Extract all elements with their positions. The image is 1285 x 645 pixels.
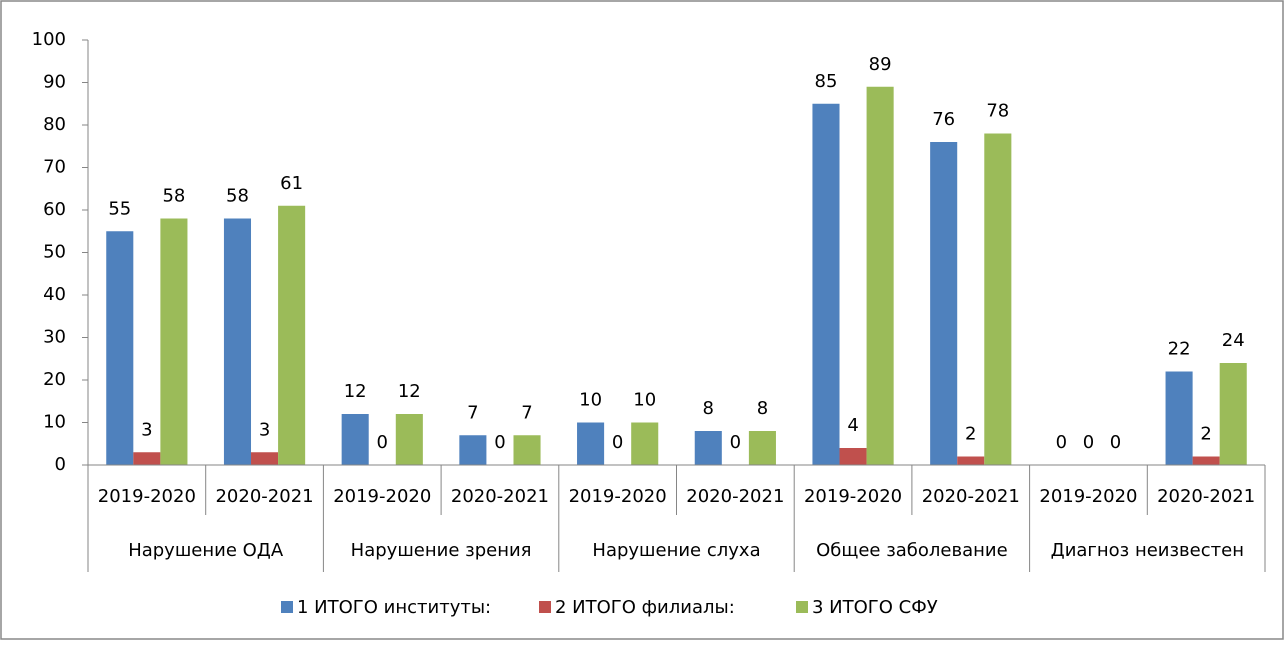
bar (251, 452, 279, 465)
legend-swatch (281, 601, 293, 613)
bar (133, 452, 161, 465)
bar (459, 435, 487, 465)
x-tick-label: 2020-2021 (922, 486, 1020, 507)
data-label: 8 (757, 398, 768, 419)
bar (930, 142, 958, 465)
bar (1192, 456, 1220, 465)
bar (812, 103, 840, 465)
x-tick-label: 2019-2020 (804, 486, 902, 507)
x-tick-label: 2019-2020 (1039, 486, 1137, 507)
bar (866, 86, 894, 465)
category-group-label: Общее заболевание (816, 540, 1008, 561)
bar (839, 448, 867, 465)
data-label: 10 (579, 390, 602, 411)
x-tick-label: 2019-2020 (98, 486, 196, 507)
data-label: 12 (398, 381, 421, 402)
data-label: 22 (1168, 339, 1191, 360)
x-tick-label: 2020-2021 (1157, 486, 1255, 507)
x-tick-label: 2020-2021 (215, 486, 313, 507)
data-label: 8 (703, 398, 714, 419)
x-tick-label: 2019-2020 (333, 486, 431, 507)
bar (957, 456, 985, 465)
y-tick-label: 10 (43, 412, 66, 433)
y-tick-label: 70 (43, 157, 66, 178)
data-label: 58 (226, 186, 249, 207)
data-label: 0 (1083, 432, 1094, 453)
bar (513, 435, 541, 465)
legend-label: 3 ИТОГО СФУ (812, 597, 938, 618)
bar (577, 422, 605, 465)
data-label: 10 (633, 390, 656, 411)
category-group-label: Нарушение слуха (592, 540, 760, 561)
category-group-label: Нарушение зрения (351, 540, 532, 561)
legend-label: 1 ИТОГО институты: (297, 597, 491, 618)
legend-swatch (539, 601, 551, 613)
y-tick-label: 100 (32, 29, 66, 50)
data-label: 4 (847, 415, 858, 436)
data-label: 85 (815, 71, 838, 92)
data-label: 3 (259, 419, 270, 440)
data-label: 0 (1110, 432, 1121, 453)
y-tick-label: 0 (55, 454, 66, 475)
data-label: 0 (612, 432, 623, 453)
data-label: 78 (986, 101, 1009, 122)
data-label: 0 (377, 432, 388, 453)
data-label: 2 (1200, 424, 1211, 445)
bar (223, 218, 252, 465)
data-label: 58 (162, 186, 185, 207)
bar (341, 414, 369, 465)
y-tick-label: 50 (43, 242, 66, 263)
data-label: 2 (965, 424, 976, 445)
y-tick-label: 40 (43, 284, 66, 305)
data-label: 3 (141, 419, 152, 440)
data-label: 89 (869, 54, 892, 75)
data-label: 7 (521, 402, 532, 423)
category-group-label: Диагноз неизвестен (1051, 540, 1244, 561)
bar (278, 205, 306, 465)
data-label: 0 (494, 432, 505, 453)
y-tick-label: 20 (43, 369, 66, 390)
legend-label: 2 ИТОГО филиалы: (555, 597, 735, 618)
data-label: 0 (730, 432, 741, 453)
data-label: 7 (467, 402, 478, 423)
data-label: 76 (932, 109, 955, 130)
bar (160, 218, 188, 465)
bar (748, 431, 776, 465)
data-label: 24 (1222, 330, 1245, 351)
bar (694, 431, 722, 465)
category-group-label: Нарушение ОДА (128, 540, 284, 561)
data-label: 0 (1056, 432, 1067, 453)
bar (1165, 371, 1193, 465)
data-label: 12 (344, 381, 367, 402)
y-tick-label: 30 (43, 327, 66, 348)
bar (395, 414, 423, 465)
bar (984, 133, 1012, 465)
data-label: 55 (108, 198, 131, 219)
y-tick-label: 90 (43, 72, 66, 93)
legend-swatch (796, 601, 808, 613)
data-label: 61 (280, 173, 303, 194)
bar (631, 422, 659, 465)
x-tick-label: 2019-2020 (569, 486, 667, 507)
bar (1219, 363, 1247, 465)
y-tick-label: 80 (43, 114, 66, 135)
bar (106, 231, 134, 465)
x-tick-label: 2020-2021 (686, 486, 784, 507)
y-tick-label: 60 (43, 199, 66, 220)
x-tick-label: 2020-2021 (451, 486, 549, 507)
